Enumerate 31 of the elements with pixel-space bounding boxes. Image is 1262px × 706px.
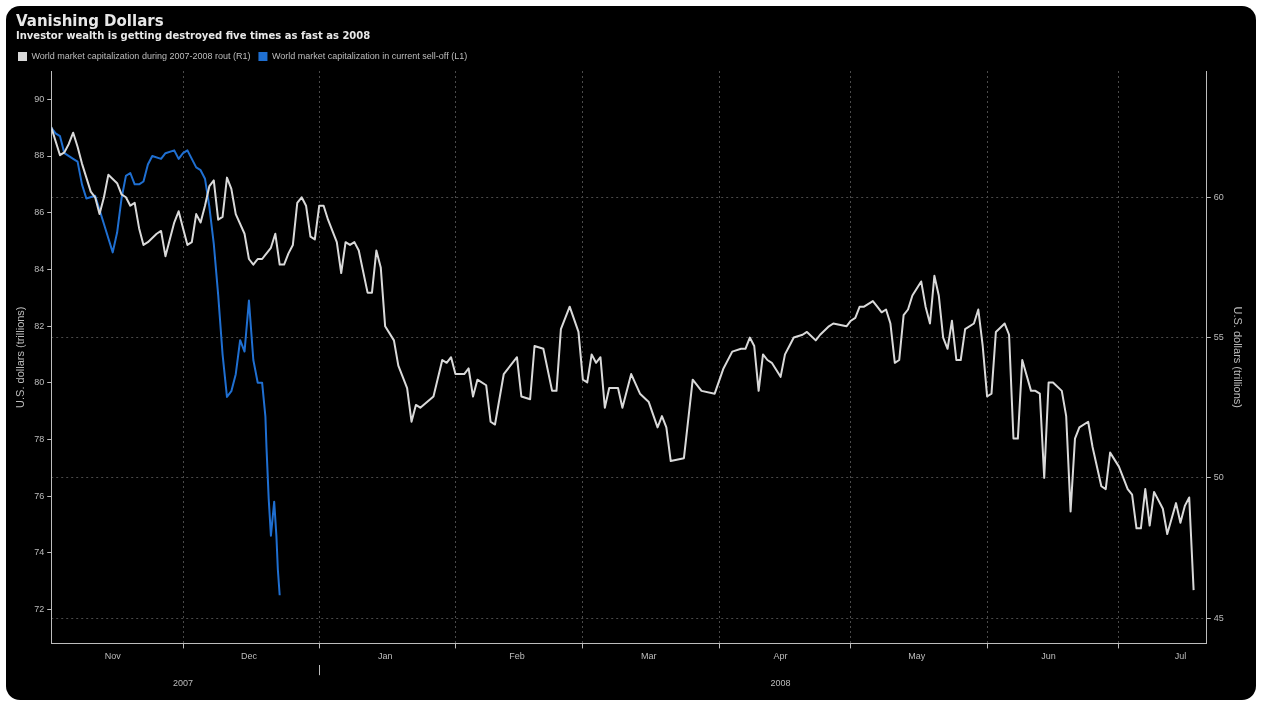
x-tick-label: Apr	[773, 651, 788, 662]
y-tick-label: 78	[34, 433, 45, 444]
y2-tick-label: 45	[1213, 612, 1224, 623]
y2-tick-label: 60	[1213, 191, 1224, 202]
x-tick-label: Jan	[377, 651, 393, 662]
x-tick-label: Nov	[104, 651, 122, 662]
legend-label: World market capitalization in current sell-off (L1)	[271, 50, 468, 61]
chart-subtitle: Investor wealth is getting destroyed five times as fast as 2008	[16, 30, 371, 41]
y-tick-label: 72	[34, 603, 45, 614]
y-tick-label: 90	[34, 93, 45, 104]
y-tick-label: 80	[34, 377, 45, 388]
y-tick-label: 86	[34, 207, 45, 218]
y-tick-label: 82	[34, 320, 45, 331]
y2-tick-label: 55	[1213, 332, 1224, 343]
x-tick-label: May	[908, 651, 926, 662]
x-tick-label: Jul	[1174, 651, 1187, 662]
chart-title: Vanishing Dollars	[16, 12, 164, 30]
x-tick-label: Mar	[641, 651, 657, 662]
x-tick-label: Feb	[509, 651, 525, 662]
x2-tick-label: 2007	[173, 678, 194, 689]
x2-tick-label: 2008	[770, 678, 791, 689]
y-tick-label: 74	[34, 547, 45, 558]
y-tick-label: 76	[34, 490, 45, 501]
legend-label: World market capitalization during 2007-2008 rout (R1)	[31, 50, 251, 61]
y-axis-title: U.S. dollars (trillions)	[13, 306, 26, 408]
y2-tick-label: 50	[1213, 472, 1224, 483]
y2-axis-title: U.S. dollars (trillions)	[1232, 306, 1245, 408]
y-tick-label: 88	[34, 150, 45, 161]
x-tick-label: Dec	[240, 651, 258, 662]
x-tick-label: Jun	[1041, 651, 1056, 662]
y-tick-label: 84	[34, 263, 45, 274]
